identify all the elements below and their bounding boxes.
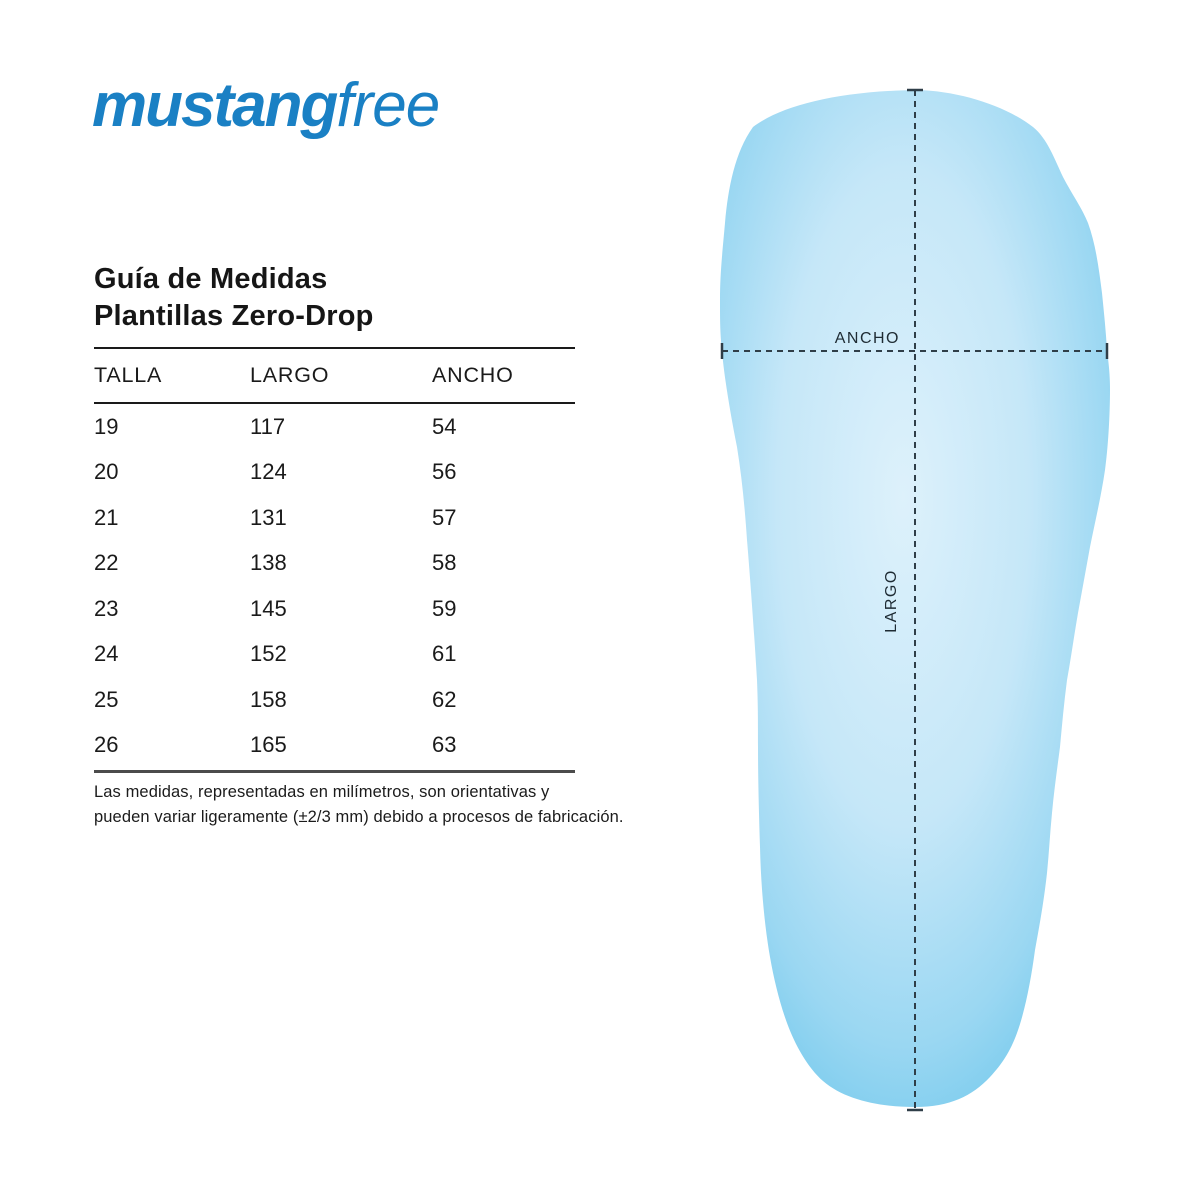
cell-largo: 145: [250, 595, 287, 621]
table-row: 26 165 63: [94, 723, 575, 769]
measurement-note-line2: pueden variar ligeramente (±2/3 mm) debi…: [94, 807, 624, 826]
cell-ancho: 57: [432, 504, 457, 530]
table-row: 25 158 62: [94, 677, 575, 723]
header-ancho: ANCHO: [432, 363, 514, 387]
table-row: 23 145 59: [94, 586, 575, 632]
table-row: 21 131 57: [94, 495, 575, 541]
size-table-header: TALLA LARGO ANCHO: [94, 347, 575, 404]
size-table-body: 19 117 54 20 124 56 21 131 57 22 138 58 …: [94, 404, 575, 773]
brand-logo: mustangfree: [92, 75, 440, 137]
cell-talla: 22: [94, 550, 119, 576]
table-row: 22 138 58: [94, 541, 575, 587]
insole-diagram: ANCHO LARGO: [720, 88, 1110, 1112]
cell-ancho: 54: [432, 413, 457, 439]
page-title: Guía de Medidas Plantillas Zero-Drop: [94, 261, 374, 335]
brand-logo-light: free: [336, 71, 440, 140]
cell-talla: 21: [94, 504, 119, 530]
ancho-label: ANCHO: [835, 330, 900, 347]
cell-talla: 23: [94, 595, 119, 621]
brand-logo-bold: mustang: [92, 71, 338, 140]
measurement-note-line1: Las medidas, representadas en milímetros…: [94, 783, 550, 801]
cell-largo: 117: [250, 413, 286, 439]
cell-largo: 158: [250, 686, 287, 712]
cell-largo: 165: [250, 732, 287, 758]
cell-ancho: 63: [432, 732, 457, 758]
page-title-line1: Guía de Medidas: [94, 263, 328, 295]
cell-talla: 20: [94, 459, 119, 485]
header-largo: LARGO: [250, 363, 330, 387]
cell-talla: 26: [94, 732, 119, 758]
page-title-line2: Plantillas Zero-Drop: [94, 300, 374, 332]
cell-largo: 138: [250, 550, 287, 576]
table-row: 24 152 61: [94, 632, 575, 678]
cell-ancho: 61: [432, 641, 457, 667]
cell-ancho: 56: [432, 459, 457, 485]
cell-talla: 19: [94, 413, 119, 439]
cell-largo: 131: [250, 504, 287, 530]
cell-largo: 152: [250, 641, 287, 667]
cell-talla: 24: [94, 641, 119, 667]
size-table: TALLA LARGO ANCHO 19 117 54 20 124 56 21…: [94, 347, 575, 773]
cell-talla: 25: [94, 686, 119, 712]
cell-ancho: 62: [432, 686, 457, 712]
measurement-note: Las medidas, representadas en milímetros…: [94, 780, 674, 829]
cell-largo: 124: [250, 459, 287, 485]
cell-ancho: 59: [432, 595, 457, 621]
table-row: 19 117 54: [94, 404, 575, 450]
table-row: 20 124 56: [94, 450, 575, 496]
largo-label: LARGO: [883, 569, 900, 633]
header-talla: TALLA: [94, 363, 163, 387]
cell-ancho: 58: [432, 550, 457, 576]
